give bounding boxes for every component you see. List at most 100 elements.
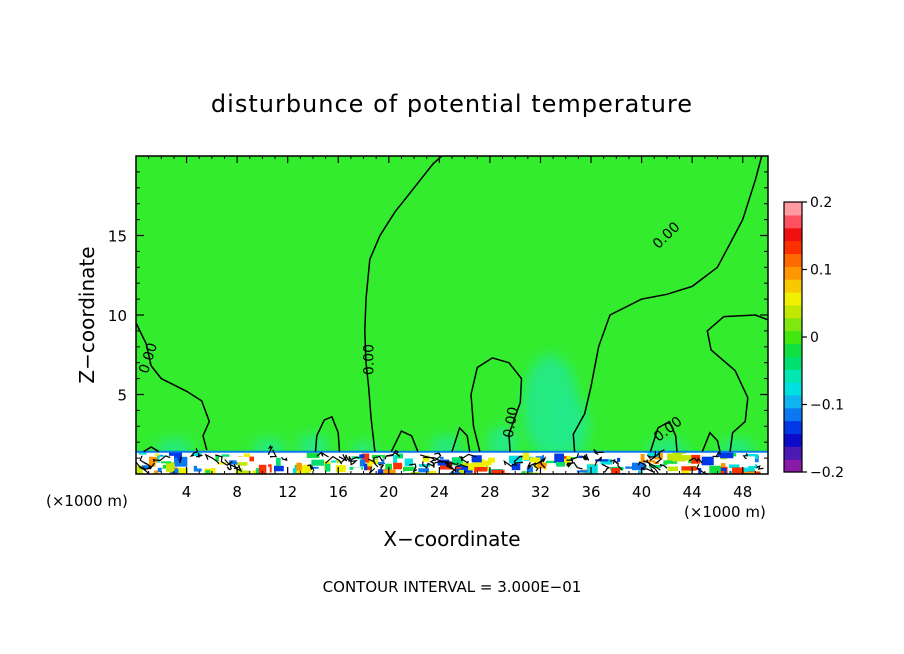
colorbar-segment <box>784 240 802 255</box>
surface-contour <box>566 462 583 470</box>
x-tick-label: 12 <box>278 483 297 501</box>
surface-contour <box>742 453 749 459</box>
surface-cell <box>468 463 479 471</box>
surface-cell <box>617 457 621 462</box>
surface-cell <box>667 466 678 472</box>
zero-contour <box>451 426 471 452</box>
surface-cell <box>174 456 188 467</box>
surface-cell <box>471 455 482 463</box>
contour-label: 0.00 <box>501 406 522 439</box>
surface-cell <box>159 456 169 465</box>
surface-cell <box>192 453 202 456</box>
surface-cell <box>303 464 312 473</box>
surface-contour <box>755 465 764 470</box>
surface-cell <box>638 470 643 474</box>
surface-cell <box>488 457 495 463</box>
surface-cell <box>425 470 436 474</box>
y-tick-label: 15 <box>108 228 127 246</box>
surface-contour <box>338 454 348 462</box>
surface-cell <box>595 459 609 462</box>
surface-cell <box>410 471 420 474</box>
surface-cell <box>229 460 238 465</box>
surface-contour <box>367 458 379 468</box>
surface-cell <box>284 466 294 470</box>
surface-cell <box>263 466 270 473</box>
surface-cell <box>458 469 464 474</box>
surface-cell <box>545 460 557 464</box>
surface-cell <box>372 463 386 470</box>
colorbar-segment <box>784 433 802 447</box>
colorbar-segment <box>784 382 802 396</box>
surface-cell <box>760 461 768 472</box>
surface-contour <box>281 456 288 462</box>
surface-cell <box>625 466 640 469</box>
surface-cell <box>378 456 383 462</box>
surface-cell <box>346 463 357 468</box>
zero-contour <box>314 415 341 452</box>
surface-cell <box>698 467 702 474</box>
surface-contour <box>610 459 623 471</box>
surface-cell <box>150 464 164 472</box>
colorbar-segment <box>784 369 802 383</box>
surface-contour <box>649 450 657 461</box>
surface-contour <box>350 459 358 466</box>
surface-contour <box>386 449 399 457</box>
surface-contour <box>646 459 661 471</box>
x-tick-label: 48 <box>733 483 752 501</box>
surface-cell <box>571 466 582 474</box>
x-tick-label: 16 <box>329 483 348 501</box>
surface-contour <box>450 464 468 473</box>
surface-cell <box>160 461 171 464</box>
surface-cell <box>306 452 320 459</box>
surface-cell <box>437 459 450 466</box>
surface-cell <box>554 453 565 463</box>
surface-cell <box>311 459 325 466</box>
surface-cell <box>530 468 545 474</box>
surface-cell <box>496 463 509 467</box>
surface-cell <box>563 456 567 459</box>
surface-contour <box>526 461 539 472</box>
surface-layer <box>136 445 768 474</box>
surface-cell <box>137 465 143 474</box>
surface-contour <box>423 456 444 464</box>
surface-cell <box>586 464 598 474</box>
x-ticks: 4 8 12 16 20 24 28 32 36 40 44 48 <box>148 156 756 501</box>
surface-cell <box>461 465 473 473</box>
surface-cell <box>556 468 570 474</box>
surface-cell <box>742 471 755 474</box>
surface-contour <box>640 466 655 474</box>
surface-contour <box>307 464 315 472</box>
surface-cell <box>392 469 403 474</box>
contour-interval-note: CONTOUR INTERVAL = 3.000E−01 <box>323 578 582 596</box>
surface-cell <box>555 461 565 467</box>
y-tick-label: 10 <box>108 307 127 325</box>
colorbar-segment <box>784 407 802 422</box>
surface-cell <box>153 470 159 474</box>
surface-cell <box>359 454 365 459</box>
surface-cell <box>609 453 617 459</box>
surface-cell <box>335 465 346 473</box>
colorbar-segment <box>784 227 802 242</box>
zero-contour <box>470 357 523 452</box>
surface-cell <box>275 457 281 466</box>
surface-cell <box>578 460 590 471</box>
surface-contour <box>582 454 587 461</box>
surface-cell <box>521 471 527 474</box>
surface-cell <box>485 465 490 471</box>
surface-cell <box>249 456 254 462</box>
zero-contour <box>143 446 160 453</box>
surface-cell <box>676 455 692 461</box>
surface-cell <box>362 453 370 463</box>
surface-cell <box>474 466 488 472</box>
x-tick-label: 8 <box>232 483 242 501</box>
surface-contour <box>513 455 523 467</box>
plume-patch <box>548 394 589 459</box>
surface-cell <box>198 456 209 462</box>
surface-cell <box>412 456 423 463</box>
x-tick-label: 24 <box>430 483 449 501</box>
chart-title: disturbunce of potential temperature <box>211 90 693 118</box>
surface-cell <box>680 473 695 474</box>
surface-contour <box>429 459 435 468</box>
colorbar-tick-label: −0.1 <box>810 398 844 414</box>
